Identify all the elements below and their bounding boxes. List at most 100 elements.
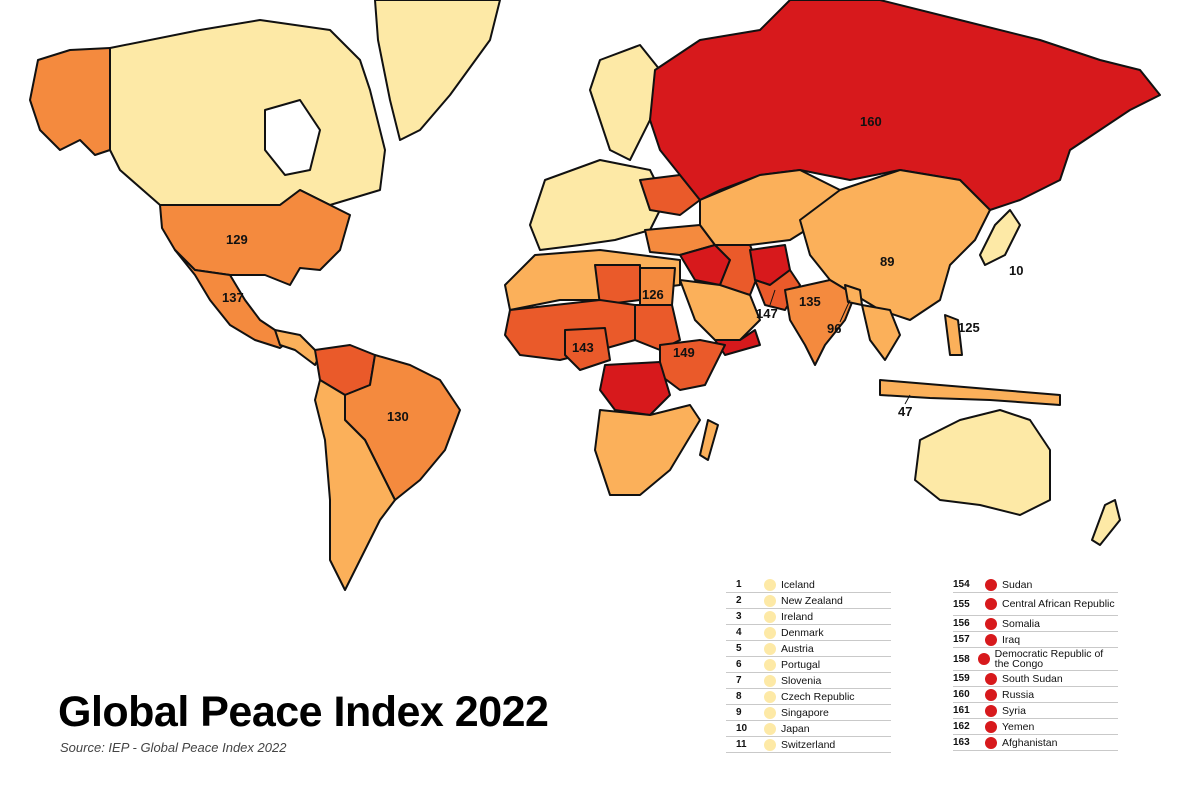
map-label-russia: 160 xyxy=(860,114,882,129)
country-greenland[interactable] xyxy=(374,0,501,141)
legend-country: Austria xyxy=(781,642,814,655)
legend-dot xyxy=(985,617,997,630)
map-label-bangladesh: 96 xyxy=(827,321,841,336)
page-title: Global Peace Index 2022 xyxy=(58,688,549,736)
legend-dot xyxy=(985,633,997,646)
legend-row: 162 Yemen xyxy=(953,719,1118,735)
legend-dot xyxy=(764,690,776,703)
country-canada[interactable] xyxy=(109,19,386,206)
legend-rank: 11 xyxy=(736,739,747,750)
map-label-philippines: 125 xyxy=(958,320,980,335)
legend-row: 8 Czech Republic xyxy=(726,689,891,705)
legend-country: Singapore xyxy=(781,706,829,719)
legend-country: South Sudan xyxy=(1002,672,1063,685)
legend-rank: 161 xyxy=(953,705,970,716)
map-label-egypt: 126 xyxy=(642,287,664,302)
legend-country: Japan xyxy=(781,722,810,735)
leader-line-pakistan xyxy=(769,289,776,306)
legend-dot xyxy=(764,578,776,591)
legend-rank: 156 xyxy=(953,618,970,629)
legend-rank: 8 xyxy=(736,691,742,702)
legend-rank: 10 xyxy=(736,723,748,734)
arabian-peninsula[interactable] xyxy=(679,279,761,341)
country-india[interactable] xyxy=(784,279,856,366)
legend-dot xyxy=(764,722,776,735)
legend-country: Somalia xyxy=(1002,617,1040,630)
legend-dot xyxy=(985,688,997,701)
legend-dot xyxy=(764,626,776,639)
legend-row: 155 Central African Republic xyxy=(953,593,1118,616)
country-alaska[interactable] xyxy=(29,47,111,156)
legend-country: Slovenia xyxy=(781,674,822,687)
country-madagascar[interactable] xyxy=(699,419,719,461)
country-libya[interactable] xyxy=(594,264,641,306)
legend-country: Iraq xyxy=(1002,633,1021,646)
andes-region[interactable] xyxy=(314,379,396,591)
legend-country: Russia xyxy=(1002,688,1035,701)
western-europe[interactable] xyxy=(529,159,666,251)
legend-country: Portugal xyxy=(781,658,821,671)
southern-africa[interactable] xyxy=(594,404,701,496)
legend-row: 154 Sudan xyxy=(953,577,1118,593)
country-drc[interactable] xyxy=(599,361,671,416)
legend-country: Central African Republic xyxy=(1002,598,1115,610)
legend-country: Iceland xyxy=(781,578,815,591)
map-label-china: 89 xyxy=(880,254,894,269)
country-yemen[interactable] xyxy=(714,329,761,356)
map-label-usa: 129 xyxy=(226,232,248,247)
southeast-asia[interactable] xyxy=(861,304,901,361)
legend-row: 163 Afghanistan xyxy=(953,735,1118,751)
legend-dot xyxy=(977,653,990,665)
map-label-brazil: 130 xyxy=(387,409,409,424)
map-label-mexico: 137 xyxy=(222,290,244,305)
legend-rank: 2 xyxy=(736,595,742,606)
legend-country: Democratic Republic of the Congo xyxy=(994,648,1104,670)
legend-dot xyxy=(764,610,776,623)
legend-dot xyxy=(985,704,997,717)
legend-dot xyxy=(764,658,776,671)
legend-country: Sudan xyxy=(1002,578,1033,591)
legend-country: Yemen xyxy=(1002,720,1035,733)
hudson-bay xyxy=(264,99,321,176)
country-japan[interactable] xyxy=(979,209,1021,266)
country-nigeria[interactable] xyxy=(564,327,611,371)
legend-country: Syria xyxy=(1002,704,1026,717)
country-indonesia[interactable] xyxy=(879,379,1061,406)
legend-rank: 7 xyxy=(736,675,742,686)
legend-rank: 9 xyxy=(736,707,742,718)
legend-row: 161 Syria xyxy=(953,703,1118,719)
legend-rank: 3 xyxy=(736,611,742,622)
legend-row: 158 Democratic Republic of the Congo xyxy=(953,648,1118,671)
legend-row: 160 Russia xyxy=(953,687,1118,703)
legend-rank: 159 xyxy=(953,673,970,684)
legend-rank: 162 xyxy=(953,721,970,732)
central-america[interactable] xyxy=(274,329,321,366)
country-ukraine[interactable] xyxy=(639,174,701,216)
legend-country: Denmark xyxy=(781,626,824,639)
legend-country: Ireland xyxy=(781,610,814,623)
country-usa[interactable] xyxy=(159,189,351,286)
map-label-india: 135 xyxy=(799,294,821,309)
scandinavia[interactable] xyxy=(589,44,661,161)
legend-dot xyxy=(985,598,997,610)
country-australia[interactable] xyxy=(914,409,1051,516)
legend-rank: 155 xyxy=(953,598,970,610)
legend-row: 9 Singapore xyxy=(726,705,891,721)
legend-dot xyxy=(985,736,997,749)
map-label-ethiopia: 149 xyxy=(673,345,695,360)
legend-rank: 158 xyxy=(953,653,970,665)
leader-line-indonesia xyxy=(904,394,911,405)
legend-least-peaceful: 154 Sudan 155 Central African Republic 156 So… xyxy=(953,577,1118,751)
legend-row: 10 Japan xyxy=(726,721,891,737)
country-new-zealand[interactable] xyxy=(1091,499,1121,546)
country-philippines[interactable] xyxy=(944,314,963,356)
legend-row: 157 Iraq xyxy=(953,632,1118,648)
legend-dot xyxy=(985,578,997,591)
legend-most-peaceful: 1 Iceland 2 New Zealand 3 Ireland 4 Denmark 5 Aus… xyxy=(726,577,891,753)
legend-dot xyxy=(764,706,776,719)
leader-line-bangladesh xyxy=(839,299,851,323)
legend-dot xyxy=(764,674,776,687)
legend-dot xyxy=(764,738,776,751)
legend-dot xyxy=(764,594,776,607)
legend-country: Switzerland xyxy=(781,738,836,751)
